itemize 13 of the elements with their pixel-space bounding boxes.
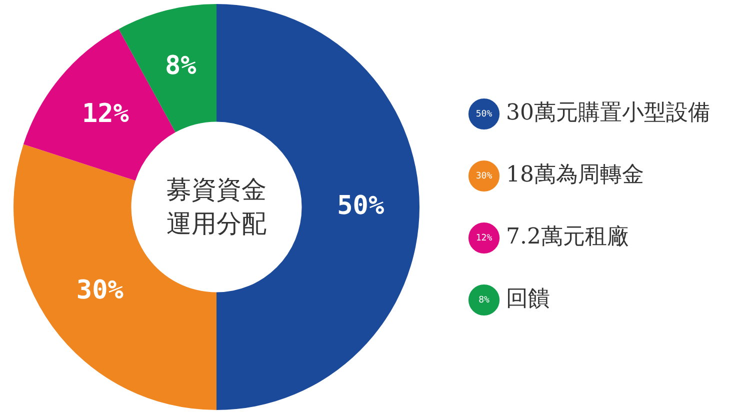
text: 30% bbox=[476, 171, 492, 182]
text: 募資資金運用分配 bbox=[166, 174, 268, 240]
legend-label: 18萬為周轉金 bbox=[506, 162, 644, 188]
text: 50% bbox=[476, 109, 492, 120]
data-label: 8% bbox=[165, 51, 197, 82]
text: 8% bbox=[478, 295, 490, 306]
legend-label: 30萬元購置小型設備 bbox=[506, 100, 710, 126]
legend-label: 回饋 bbox=[506, 286, 550, 312]
text: 12% bbox=[476, 233, 492, 244]
data-label: 50% bbox=[337, 190, 384, 221]
data-label: 12% bbox=[82, 98, 130, 129]
data-label: 30% bbox=[76, 275, 124, 306]
legend-label: 7.2萬元租廠 bbox=[506, 224, 630, 250]
